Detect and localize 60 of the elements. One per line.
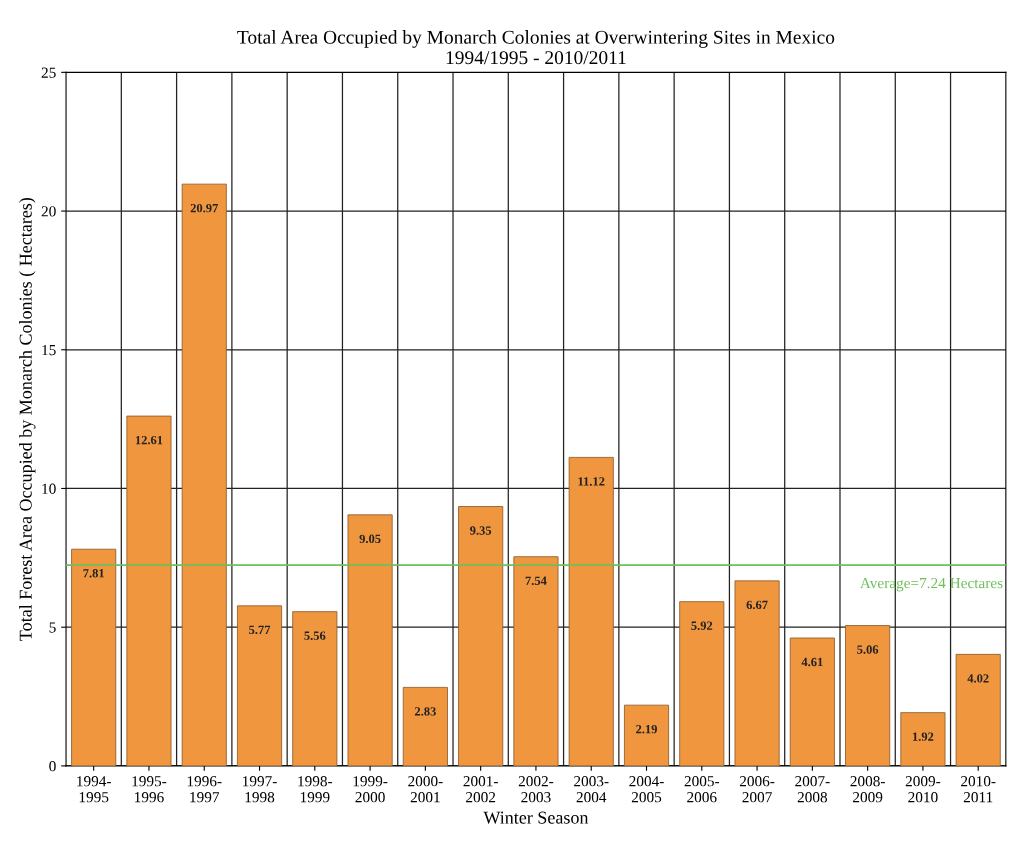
y-tick-label: 0 [49,761,56,772]
y-tick-label: 5 [49,622,56,633]
bar [623,704,670,766]
data-label: 4.02 [967,674,989,683]
bar [955,653,1001,766]
x-tick-label: 1999- 2000 [353,776,388,803]
x-tick-label: 2003- 2004 [574,776,609,803]
x-tick-label: 2007- 2008 [795,776,830,803]
bar [900,712,946,766]
x-tick-label: 1998- 1999 [298,776,333,803]
data-label: 5.06 [857,645,879,654]
bar [71,548,117,766]
x-tick-label: 1994- 1995 [77,776,111,803]
x-tick-label: 2008- 2009 [850,776,885,803]
data-label: 9.35 [470,526,492,535]
bar [458,506,504,766]
y-tick-label: 10 [42,483,56,494]
bar [181,183,227,766]
data-label: 6.67 [746,600,768,610]
data-label: 7.54 [525,576,547,585]
chart-title: Total Area Occupied by Monarch Colonies at Overwintering Sites in Mexico 1994/1995 - 2010/2011 [237,30,835,65]
x-axis-title: Winter Season [483,811,589,824]
x-tick-label: 2006- 2007 [739,776,775,803]
bar [568,456,614,766]
bar [513,556,559,766]
x-tick-label: 2005- 2006 [684,776,720,803]
data-label: 20.97 [190,203,218,213]
data-label: 5.92 [691,621,713,630]
x-tick-label: 1997- 1998 [243,776,277,803]
bar [347,514,393,766]
x-tick-label: 2004- 2005 [629,776,664,803]
data-label: 9.05 [359,534,381,544]
data-label: 1.92 [912,732,934,741]
y-tick-label: 15 [42,344,56,356]
bar [734,580,780,766]
y-axis-title: Total Forest Area Occupied by Monarch Colonies ( Hectares) [19,197,36,641]
x-tick-label: 1995- 1996 [132,776,167,803]
bar [292,611,338,766]
data-label: 12.61 [135,435,163,445]
bar [402,686,448,766]
bar [679,601,725,766]
data-label: 11.12 [578,477,605,486]
bar [789,637,835,766]
data-label: 2.19 [636,724,657,734]
x-tick-label: 1996- 1997 [187,776,222,803]
data-label: 7.81 [83,569,104,578]
bar [845,625,891,766]
bar [126,415,172,766]
data-label: 2.83 [414,707,436,716]
x-tick-label: 2010- 2011 [961,776,996,803]
data-label: 5.77 [249,625,271,635]
y-tick-label: 25 [41,67,56,78]
data-label: 4.61 [801,657,823,667]
bar [237,605,283,766]
x-tick-label: 2002- 2003 [518,776,554,803]
x-tick-label: 2001- 2002 [463,776,498,803]
data-label: 5.56 [304,631,326,640]
y-tick-label: 20 [41,206,56,217]
x-tick-label: 2000- 2001 [408,776,443,803]
x-tick-label: 2009- 2010 [905,776,941,803]
